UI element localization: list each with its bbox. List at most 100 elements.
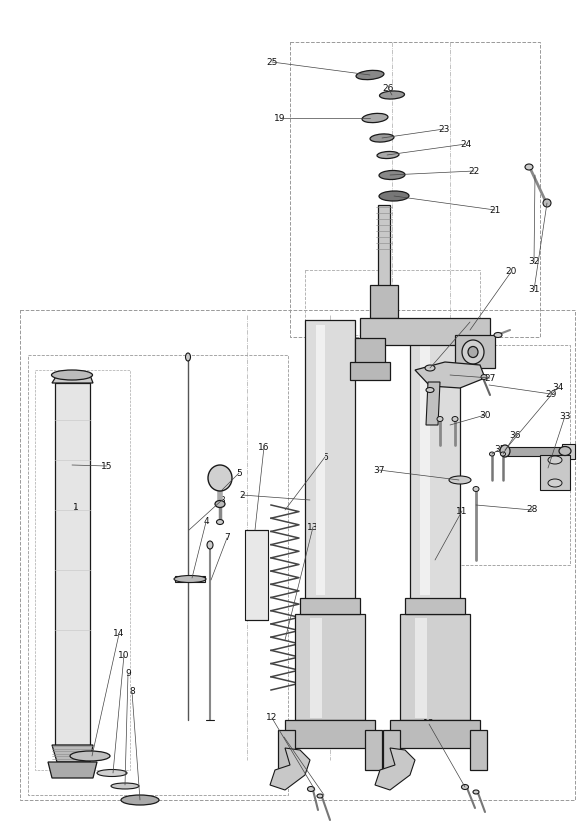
Polygon shape — [375, 748, 415, 790]
Text: 27: 27 — [484, 373, 496, 382]
Text: 21: 21 — [489, 205, 501, 214]
Text: 34: 34 — [552, 382, 564, 391]
Ellipse shape — [216, 519, 223, 525]
Polygon shape — [383, 730, 400, 770]
Polygon shape — [285, 720, 375, 748]
Ellipse shape — [462, 784, 469, 789]
Polygon shape — [405, 598, 465, 614]
Text: 2: 2 — [239, 490, 245, 499]
Polygon shape — [390, 720, 480, 748]
Text: 20: 20 — [505, 268, 517, 277]
Polygon shape — [350, 362, 390, 380]
Polygon shape — [245, 530, 268, 620]
Bar — [290, 42, 540, 337]
Text: 9: 9 — [125, 669, 131, 678]
Ellipse shape — [548, 479, 562, 487]
Bar — [305, 270, 480, 335]
Text: 10: 10 — [118, 650, 130, 659]
Text: 26: 26 — [382, 83, 394, 92]
Polygon shape — [300, 598, 360, 614]
Ellipse shape — [425, 365, 435, 371]
Polygon shape — [505, 447, 565, 456]
Text: 8: 8 — [129, 687, 135, 696]
Ellipse shape — [362, 114, 388, 123]
Polygon shape — [55, 383, 90, 745]
Polygon shape — [370, 285, 398, 318]
Text: 15: 15 — [101, 461, 113, 471]
Text: 37: 37 — [373, 466, 385, 475]
Text: 29: 29 — [545, 390, 557, 399]
Polygon shape — [455, 335, 495, 368]
Polygon shape — [175, 576, 205, 582]
Ellipse shape — [525, 164, 533, 170]
Text: 1: 1 — [73, 503, 79, 512]
Ellipse shape — [543, 199, 551, 207]
Text: 31: 31 — [528, 285, 540, 294]
Polygon shape — [365, 730, 382, 770]
Ellipse shape — [452, 416, 458, 422]
Ellipse shape — [426, 387, 434, 392]
Ellipse shape — [121, 795, 159, 805]
Bar — [20, 310, 575, 800]
Ellipse shape — [215, 500, 225, 508]
Ellipse shape — [174, 575, 206, 583]
Ellipse shape — [449, 476, 471, 484]
Text: 7: 7 — [224, 533, 230, 542]
Text: 17: 17 — [278, 733, 290, 742]
Text: 18: 18 — [423, 719, 435, 728]
Polygon shape — [415, 362, 485, 388]
Ellipse shape — [481, 374, 487, 380]
Ellipse shape — [207, 541, 213, 549]
Ellipse shape — [377, 152, 399, 158]
Polygon shape — [48, 762, 97, 778]
Ellipse shape — [473, 486, 479, 491]
Text: 16: 16 — [258, 442, 270, 452]
Ellipse shape — [317, 794, 323, 798]
Text: 3: 3 — [219, 495, 225, 504]
Ellipse shape — [111, 783, 139, 789]
Text: 14: 14 — [113, 630, 125, 639]
Text: 32: 32 — [528, 258, 540, 266]
Ellipse shape — [468, 347, 478, 358]
Polygon shape — [400, 614, 470, 720]
Ellipse shape — [490, 452, 494, 456]
Text: 33: 33 — [559, 411, 571, 420]
Ellipse shape — [380, 91, 405, 99]
Text: 6: 6 — [322, 452, 328, 461]
Ellipse shape — [462, 340, 484, 364]
Ellipse shape — [559, 447, 571, 456]
Ellipse shape — [379, 171, 405, 180]
Text: 19: 19 — [274, 114, 286, 123]
Polygon shape — [270, 748, 310, 790]
Ellipse shape — [379, 191, 409, 201]
Text: 13: 13 — [307, 522, 319, 531]
Polygon shape — [360, 318, 490, 345]
Text: 12: 12 — [266, 714, 278, 723]
Polygon shape — [410, 320, 460, 600]
Text: 22: 22 — [468, 166, 480, 176]
Text: 36: 36 — [509, 430, 521, 439]
Ellipse shape — [548, 456, 562, 464]
Bar — [410, 345, 570, 565]
Text: 38: 38 — [464, 317, 476, 326]
Polygon shape — [420, 325, 430, 595]
Ellipse shape — [70, 751, 110, 761]
Polygon shape — [540, 455, 570, 490]
Bar — [28, 355, 288, 795]
Bar — [35, 370, 130, 770]
Polygon shape — [470, 730, 487, 770]
Ellipse shape — [356, 70, 384, 80]
Text: 35: 35 — [494, 444, 505, 453]
Ellipse shape — [185, 353, 191, 361]
Polygon shape — [52, 745, 93, 762]
Polygon shape — [295, 614, 365, 720]
Text: 23: 23 — [438, 124, 449, 133]
Text: 5: 5 — [236, 469, 242, 477]
Ellipse shape — [437, 416, 443, 422]
Text: 24: 24 — [461, 139, 472, 148]
Polygon shape — [426, 382, 440, 425]
Polygon shape — [378, 205, 390, 318]
Text: 25: 25 — [266, 58, 278, 67]
Ellipse shape — [370, 134, 394, 142]
Polygon shape — [415, 618, 427, 718]
